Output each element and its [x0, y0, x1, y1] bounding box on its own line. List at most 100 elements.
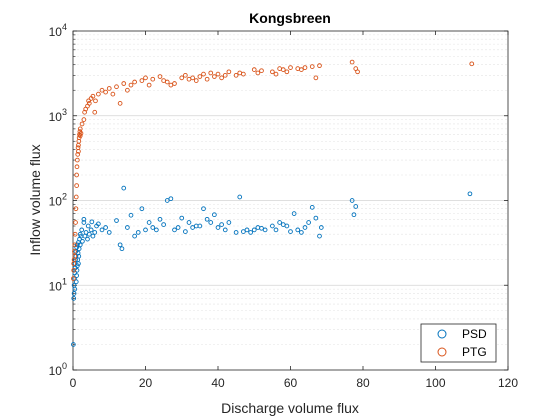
data-point-ptg — [73, 220, 78, 225]
data-point-psd — [273, 227, 279, 233]
data-point-ptg — [106, 86, 112, 91]
data-point-ptg — [73, 206, 79, 212]
data-point-ptg — [349, 59, 355, 65]
data-point-psd — [277, 220, 282, 225]
data-point-ptg — [110, 91, 116, 97]
y-tick-label: 100 — [49, 361, 67, 378]
data-point-ptg — [219, 75, 224, 81]
data-point-psd — [164, 198, 170, 203]
data-point-psd — [237, 194, 243, 200]
grid-lines — [73, 34, 508, 345]
data-point-ptg — [280, 67, 286, 72]
data-point-ptg — [270, 69, 275, 75]
x-tick-label: 120 — [498, 376, 518, 390]
data-point-psd — [244, 227, 250, 233]
data-point-ptg — [215, 71, 221, 77]
data-point-psd — [179, 215, 185, 221]
data-point-psd — [132, 233, 137, 239]
data-point-psd — [85, 236, 90, 242]
data-point-psd — [201, 206, 206, 212]
data-point-psd — [248, 230, 253, 235]
data-point-psd — [353, 204, 359, 209]
data-point-psd — [81, 216, 87, 222]
data-point-ptg — [212, 74, 217, 79]
data-point-psd — [89, 219, 95, 225]
legend-label-psd: PSD — [462, 327, 487, 341]
data-point-psd — [74, 242, 80, 248]
data-point-psd — [175, 225, 181, 230]
data-point-ptg — [121, 81, 127, 86]
data-point-ptg — [299, 67, 304, 72]
data-point-ptg — [92, 109, 98, 115]
data-point-ptg — [93, 98, 98, 104]
data-point-psd — [88, 227, 94, 233]
data-point-ptg — [74, 172, 79, 178]
data-point-psd — [92, 230, 98, 235]
x-tick-label: 20 — [139, 376, 153, 390]
legend: PSD PTG — [420, 323, 497, 363]
data-point-ptg — [77, 133, 83, 139]
data-point-psd — [317, 233, 322, 239]
data-point-ptg — [150, 76, 156, 82]
data-point-psd — [186, 220, 192, 225]
data-point-psd — [270, 223, 275, 229]
y-tick-label: 102 — [49, 192, 67, 209]
data-point-psd — [467, 191, 473, 197]
data-point-psd — [76, 261, 81, 266]
data-point-psd — [233, 230, 239, 235]
data-point-psd — [313, 215, 319, 221]
data-point-psd — [99, 227, 105, 233]
data-point-ptg — [143, 75, 148, 81]
data-point-psd — [150, 225, 156, 230]
data-point-ptg — [99, 87, 105, 93]
axis-ticks: 0 20 40 60 80 100 120 100 101 102 103 104 — [49, 22, 519, 390]
data-point-psd — [86, 231, 92, 237]
data-point-ptg — [193, 78, 199, 83]
data-point-ptg — [469, 61, 475, 67]
data-point-psd — [114, 218, 119, 223]
data-point-psd — [208, 220, 214, 225]
data-point-psd — [197, 223, 203, 229]
data-point-psd — [259, 225, 264, 231]
data-point-ptg — [96, 91, 101, 97]
legend-marker-ptg — [437, 347, 447, 357]
data-point-psd — [284, 223, 290, 229]
x-tick-label: 100 — [425, 376, 445, 390]
data-point-psd — [71, 296, 77, 301]
data-point-ptg — [74, 164, 80, 170]
data-point-ptg — [103, 89, 108, 95]
data-point-ptg — [74, 183, 79, 188]
data-point-ptg — [197, 74, 203, 79]
data-point-psd — [74, 267, 80, 273]
data-point-psd — [71, 291, 77, 296]
data-point-psd — [351, 212, 357, 218]
data-point-psd — [81, 220, 87, 225]
data-point-ptg — [86, 98, 91, 104]
data-point-ptg — [132, 79, 137, 85]
data-point-psd — [306, 220, 311, 225]
data-point-ptg — [164, 79, 170, 85]
data-point-psd — [161, 222, 166, 227]
data-point-ptg — [79, 121, 85, 127]
data-point-ptg — [81, 117, 87, 122]
y-tick-label: 104 — [49, 22, 67, 39]
data-point-ptg — [72, 249, 77, 254]
legend-marker-psd — [437, 329, 447, 339]
data-point-psd — [103, 225, 108, 230]
x-axis-label: Discharge volume flux — [221, 400, 359, 416]
data-point-ptg — [355, 69, 360, 75]
data-point-ptg — [201, 71, 206, 77]
data-points — [71, 59, 475, 347]
data-point-ptg — [222, 72, 228, 78]
data-point-psd — [146, 220, 152, 225]
data-point-psd — [106, 230, 112, 235]
data-point-ptg — [72, 253, 78, 259]
data-point-ptg — [76, 149, 81, 154]
data-point-psd — [154, 227, 159, 233]
data-point-psd — [85, 223, 91, 229]
data-point-ptg — [139, 78, 145, 83]
data-point-psd — [241, 229, 246, 234]
data-point-psd — [251, 227, 257, 233]
data-point-ptg — [208, 70, 214, 76]
data-point-psd — [157, 216, 163, 222]
